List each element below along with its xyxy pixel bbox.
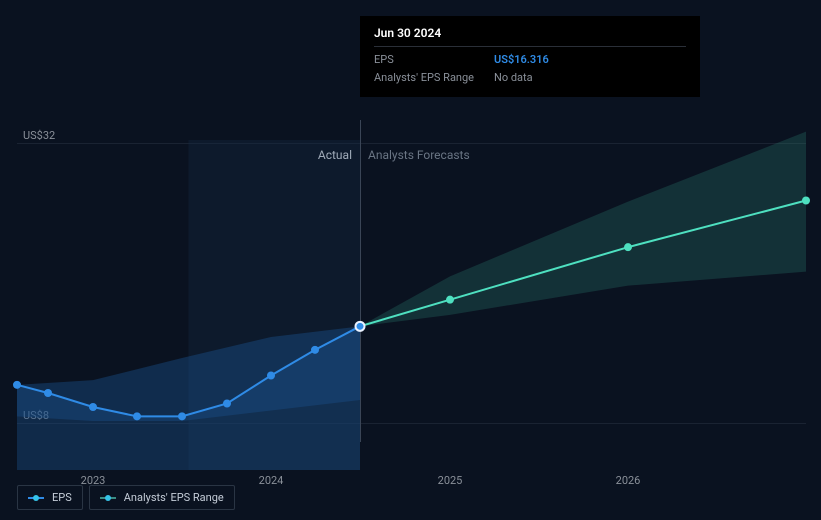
legend-swatch-icon: [28, 494, 44, 502]
eps-actual-marker: [133, 412, 141, 420]
chart-tooltip: Jun 30 2024 EPSUS$16.316Analysts' EPS Ra…: [360, 16, 700, 97]
legend-swatch-icon: [100, 494, 116, 502]
eps-actual-marker: [311, 346, 319, 354]
eps-actual-marker: [178, 412, 186, 420]
x-axis-label: 2024: [259, 474, 284, 487]
eps-actual-marker: [267, 372, 275, 380]
tooltip-date: Jun 30 2024: [374, 26, 686, 47]
legend-item[interactable]: Analysts' EPS Range: [89, 485, 235, 510]
chart-legend: EPS Analysts' EPS Range: [17, 485, 235, 510]
legend-label: EPS: [52, 491, 72, 504]
tooltip-row: Analysts' EPS RangeNo data: [374, 69, 686, 87]
eps-chart[interactable]: [17, 120, 806, 470]
x-axis-label: 2025: [438, 474, 463, 487]
tooltip-value: No data: [494, 69, 533, 87]
eps-actual-marker: [13, 381, 21, 389]
tooltip-key: Analysts' EPS Range: [374, 69, 494, 87]
legend-label: Analysts' EPS Range: [124, 491, 224, 504]
highlight-marker: [356, 322, 365, 331]
x-axis-label: 2026: [616, 474, 641, 487]
eps-actual-marker: [89, 403, 97, 411]
tooltip-row: EPSUS$16.316: [374, 51, 686, 69]
legend-item[interactable]: EPS: [17, 485, 83, 510]
tooltip-value: US$16.316: [494, 51, 549, 69]
eps-actual-marker: [44, 389, 52, 397]
eps-forecast-marker: [802, 197, 810, 205]
eps-forecast-marker: [446, 296, 454, 304]
eps-forecast-marker: [624, 243, 632, 251]
tooltip-key: EPS: [374, 51, 494, 69]
forecast-range-area: [360, 132, 806, 327]
eps-actual-marker: [223, 400, 231, 408]
